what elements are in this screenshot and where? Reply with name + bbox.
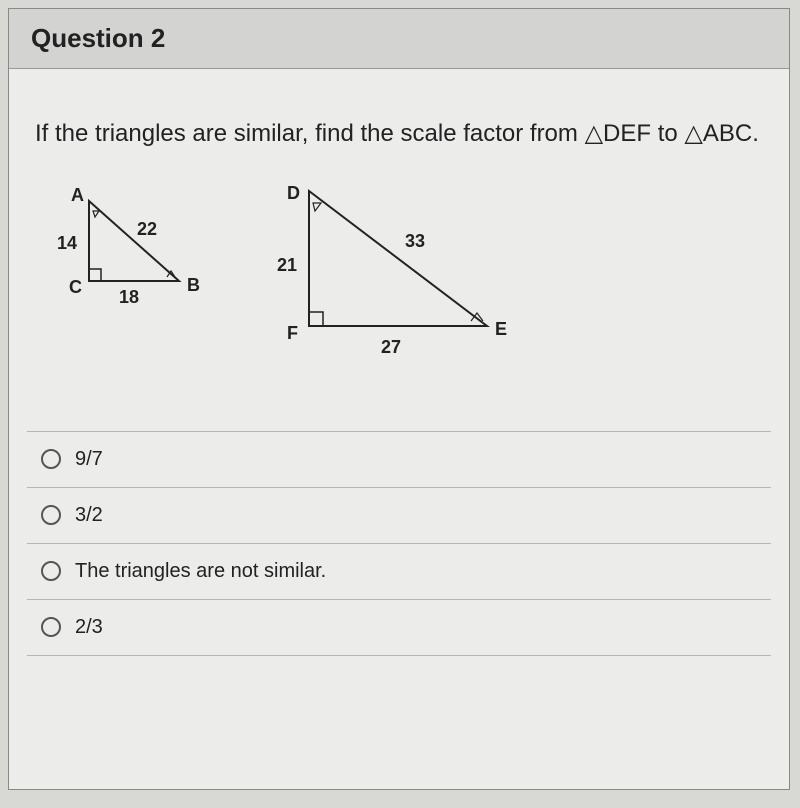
option-label: 2/3 bbox=[75, 616, 103, 639]
label-A: A bbox=[71, 185, 84, 205]
question-prompt: If the triangles are similar, find the s… bbox=[9, 69, 789, 161]
side-AB: 22 bbox=[137, 219, 157, 239]
answer-options: 9/7 3/2 The triangles are not similar. 2… bbox=[27, 431, 771, 656]
triangle-def: D F E 21 27 33 bbox=[277, 183, 507, 357]
option-1[interactable]: 9/7 bbox=[27, 431, 771, 487]
side-FE: 27 bbox=[381, 337, 401, 357]
radio-icon bbox=[41, 617, 61, 637]
triangles-svg: A C B 14 18 22 D F E 21 27 3 bbox=[9, 181, 789, 401]
option-label: 9/7 bbox=[75, 448, 103, 471]
label-E: E bbox=[495, 319, 507, 339]
radio-icon bbox=[41, 505, 61, 525]
radio-icon bbox=[41, 561, 61, 581]
label-C: C bbox=[69, 277, 82, 297]
option-label: The triangles are not similar. bbox=[75, 560, 326, 583]
figures-area: A C B 14 18 22 D F E 21 27 3 bbox=[9, 181, 789, 421]
prompt-text-before: If the triangles are similar, find the s… bbox=[35, 120, 585, 147]
triangle-def-name: △DEF bbox=[585, 120, 651, 147]
label-D: D bbox=[287, 183, 300, 203]
side-DF: 21 bbox=[277, 255, 297, 275]
question-title: Question 2 bbox=[31, 23, 767, 54]
label-F: F bbox=[287, 323, 298, 343]
radio-icon bbox=[41, 449, 61, 469]
option-4[interactable]: 2/3 bbox=[27, 599, 771, 656]
question-header: Question 2 bbox=[9, 9, 789, 69]
side-AC: 14 bbox=[57, 233, 77, 253]
option-label: 3/2 bbox=[75, 504, 103, 527]
label-B: B bbox=[187, 275, 200, 295]
option-2[interactable]: 3/2 bbox=[27, 487, 771, 543]
side-CB: 18 bbox=[119, 287, 139, 307]
triangle-abc-name: △ABC. bbox=[684, 120, 758, 147]
prompt-mid: to bbox=[651, 120, 684, 147]
option-3[interactable]: The triangles are not similar. bbox=[27, 543, 771, 599]
side-DE: 33 bbox=[405, 231, 425, 251]
triangle-abc: A C B 14 18 22 bbox=[57, 185, 200, 307]
question-card: Question 2 If the triangles are similar,… bbox=[8, 8, 790, 790]
